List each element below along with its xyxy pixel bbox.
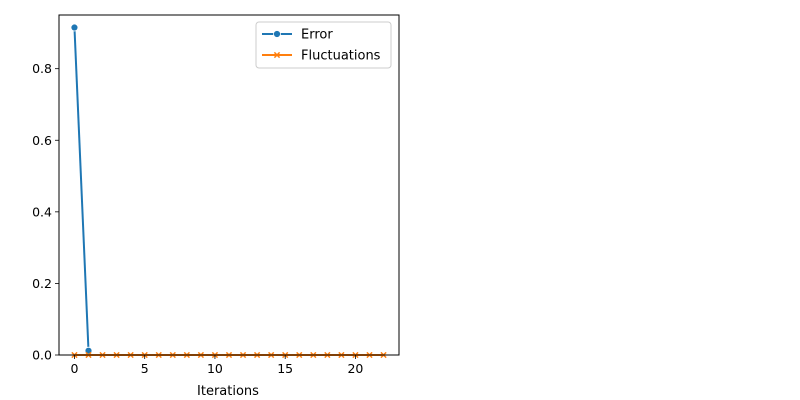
data-point-error-0	[70, 23, 79, 32]
legend: Error Fluctuations	[255, 21, 392, 69]
x-tick-label-10: 10	[207, 361, 223, 376]
series-line-error	[73, 27, 90, 351]
x-tick-label-5: 5	[141, 361, 149, 376]
legend-label-fluctuations: Fluctuations	[301, 49, 381, 64]
y-tick-label-0: 0.0	[32, 348, 52, 363]
legend-label-error: Error	[301, 28, 333, 43]
x-tick-label-20: 20	[347, 361, 363, 376]
y-tick-label-4: 0.8	[32, 61, 52, 76]
plot-background	[59, 15, 399, 355]
plot-area	[59, 15, 399, 355]
plot-frame	[58, 14, 400, 356]
y-axis: 0.0 0.2 0.4 0.6 0.8	[32, 61, 59, 363]
x-axis: 0 5 10 15 20	[70, 355, 363, 376]
x-axis-label: Iterations	[197, 384, 259, 399]
x-tick-label-0: 0	[70, 361, 78, 376]
y-tick-label-2: 0.4	[32, 204, 52, 219]
legend-marker-error	[273, 30, 281, 38]
legend-marker-fluctuations	[273, 51, 281, 59]
x-tick-label-15: 15	[277, 361, 293, 376]
y-tick-label-3: 0.6	[32, 133, 52, 148]
y-tick-label-1: 0.2	[32, 276, 52, 291]
